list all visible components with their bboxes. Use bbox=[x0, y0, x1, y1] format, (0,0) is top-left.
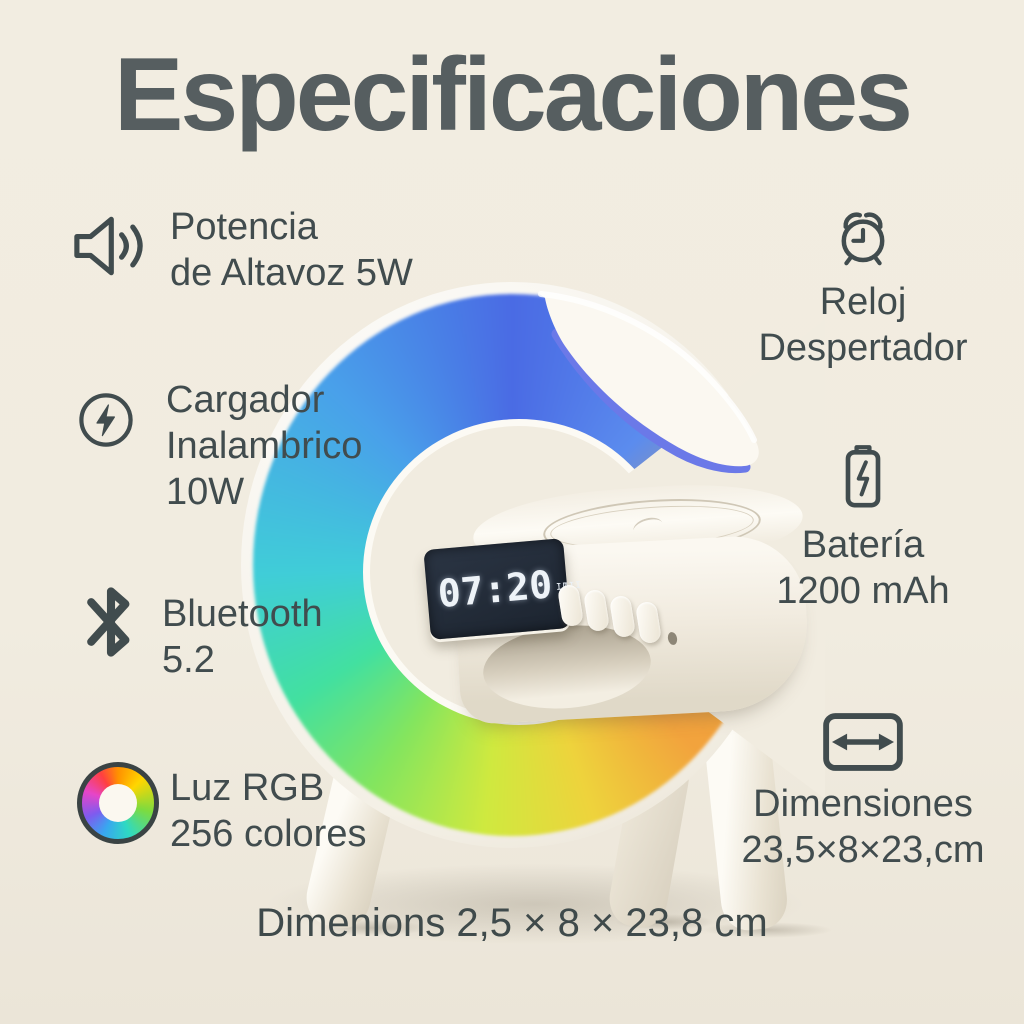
rgb-light-icon bbox=[77, 762, 159, 844]
spec-line: Dimensiones bbox=[753, 783, 973, 825]
clock-time: 07:20 bbox=[436, 562, 554, 617]
spec-line: Inalambrico bbox=[166, 425, 363, 467]
spec-line: Despertador bbox=[758, 327, 968, 369]
lamp-hook bbox=[537, 291, 759, 474]
footer-dimensions: Dimenions 2,5 × 8 × 23,8 cm bbox=[256, 901, 768, 945]
dimensions-icon bbox=[823, 713, 903, 771]
battery-icon bbox=[845, 445, 881, 508]
product-photo: 07:20 IIII ID) bbox=[225, 272, 833, 972]
spec-line: 10W bbox=[166, 471, 245, 513]
spec-dimensions: Dimensiones 23,5×8×23,cm bbox=[725, 711, 1001, 873]
spec-line: Bluetooth bbox=[162, 593, 323, 635]
spec-line: Reloj bbox=[819, 281, 907, 323]
spec-line: Luz RGB bbox=[170, 767, 325, 809]
spec-battery: Batería 1200 mAh bbox=[733, 442, 993, 614]
spec-line: 5.2 bbox=[162, 639, 215, 681]
spec-bluetooth: Bluetooth 5.2 bbox=[162, 591, 323, 683]
spec-line: Cargador bbox=[166, 379, 325, 421]
bluetooth-icon bbox=[87, 587, 130, 657]
spec-alarm: Reloj Despertador bbox=[733, 203, 993, 371]
wireless-charge-icon bbox=[79, 393, 133, 447]
spec-line: Potencia bbox=[170, 206, 318, 248]
alarm-clock-icon bbox=[841, 212, 885, 266]
spec-speaker: Potencia de Altavoz 5W bbox=[170, 204, 413, 296]
spec-rgb: Luz RGB 256 colores bbox=[170, 765, 366, 857]
spec-line: Batería bbox=[801, 524, 925, 566]
speaker-icon bbox=[74, 216, 143, 276]
spec-line: 23,5×8×23,cm bbox=[741, 829, 985, 871]
page-title: Especificaciones bbox=[114, 37, 913, 153]
spec-line: de Altavoz 5W bbox=[170, 252, 413, 294]
clock-display: 07:20 IIII ID) bbox=[423, 538, 582, 640]
spec-charger: Cargador Inalambrico 10W bbox=[166, 377, 362, 515]
spec-line: 1200 mAh bbox=[776, 570, 950, 612]
spec-line: 256 colores bbox=[170, 813, 367, 855]
